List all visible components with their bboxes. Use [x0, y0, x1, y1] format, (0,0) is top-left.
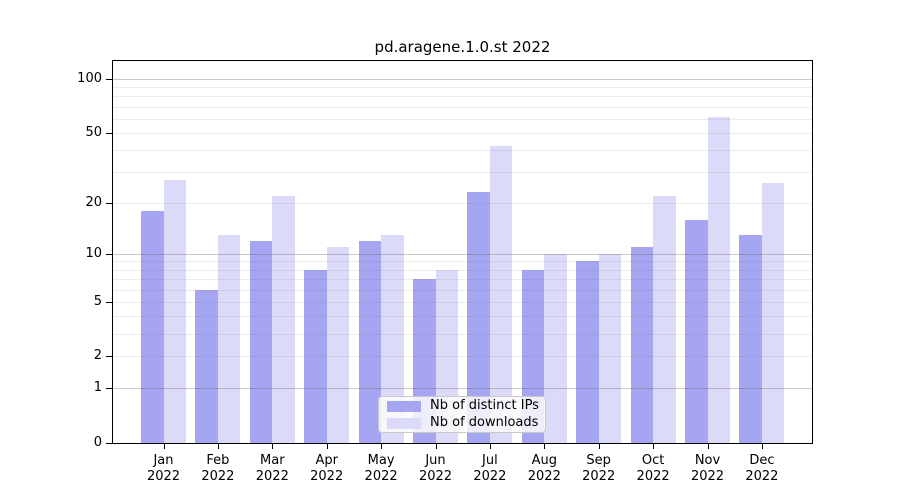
x-tick-label: Nov 2022: [690, 453, 725, 484]
gridline-major: [113, 388, 812, 390]
bar-downloads: [381, 234, 404, 443]
legend: Nb of distinct IPs Nb of downloads: [378, 396, 546, 433]
legend-item-downloads: Nb of downloads: [387, 415, 539, 430]
gridline-minor: [113, 301, 812, 303]
y-tick-label: 1: [93, 380, 102, 396]
chart-title: pd.aragene.1.0.st 2022: [374, 38, 551, 56]
x-tick-mark: [217, 443, 219, 449]
plot-border: [112, 60, 813, 444]
x-tick-label: Dec 2022: [745, 453, 779, 484]
bar-distinct-ips: [467, 192, 490, 443]
gridline-minor: [113, 261, 812, 263]
bar-distinct-ips: [141, 210, 164, 443]
y-tick-label: 2: [93, 348, 102, 364]
gridline-minor: [113, 269, 812, 271]
bar-distinct-ips: [576, 261, 599, 443]
x-tick-mark: [707, 443, 709, 449]
gridline-major: [113, 79, 812, 80]
bar-distinct-ips: [685, 219, 708, 443]
x-tick-label: May 2022: [364, 453, 398, 484]
x-tick-label: Aug 2022: [527, 453, 561, 484]
gridline-minor: [113, 289, 812, 291]
gridline-minor: [113, 87, 812, 89]
gridline-minor: [113, 356, 812, 358]
legend-label-distinct-ips: Nb of distinct IPs: [430, 398, 539, 413]
gridline-minor: [113, 172, 812, 174]
bar-downloads: [489, 146, 513, 443]
y-tick-mark: [106, 301, 113, 303]
bar-downloads: [326, 247, 350, 443]
x-tick-mark: [272, 443, 274, 449]
gridline-minor: [113, 202, 812, 204]
y-tick-mark: [106, 356, 113, 358]
x-tick-label: Jun 2022: [418, 453, 453, 484]
legend-swatch-distinct-ips: [387, 400, 421, 412]
bar-downloads: [272, 195, 295, 443]
y-tick-mark: [106, 132, 113, 134]
y-tick-label: 10: [85, 245, 102, 261]
y-tick-mark: [106, 79, 113, 80]
bar-downloads: [217, 234, 241, 443]
bar-downloads: [544, 253, 567, 443]
gridline-minor: [113, 333, 812, 335]
x-tick-mark: [435, 443, 437, 449]
gridline-minor: [113, 96, 812, 98]
legend-label-downloads: Nb of downloads: [430, 415, 539, 430]
x-tick-label: Jan 2022: [146, 453, 181, 484]
bar-downloads: [707, 117, 730, 443]
x-tick-label: Sep 2022: [582, 453, 616, 484]
gridline-minor: [113, 316, 812, 318]
gridline-major: [113, 253, 812, 255]
x-tick-mark: [381, 443, 383, 449]
x-tick-mark: [163, 443, 165, 449]
y-tick-label: 5: [93, 293, 102, 309]
x-tick-mark: [489, 443, 491, 449]
x-tick-label: Oct 2022: [636, 453, 670, 484]
bar-distinct-ips: [304, 269, 327, 443]
legend-item-distinct-ips: Nb of distinct IPs: [387, 398, 539, 413]
y-tick-label: 100: [77, 71, 102, 86]
x-tick-label: Feb 2022: [201, 453, 235, 484]
y-tick-label: 50: [85, 124, 102, 140]
y-tick-mark: [106, 443, 113, 444]
gridline-minor: [113, 132, 812, 134]
gridline-minor: [113, 118, 812, 120]
x-tick-mark: [653, 443, 655, 449]
bar-downloads: [653, 195, 676, 443]
x-tick-mark: [761, 443, 763, 449]
x-tick-mark: [544, 443, 546, 449]
gridline-minor: [113, 278, 812, 280]
y-tick-label: 20: [85, 194, 102, 210]
bar-distinct-ips: [249, 240, 273, 443]
gridline-minor: [113, 106, 812, 108]
bar-downloads: [163, 180, 186, 443]
bar-distinct-ips: [739, 234, 762, 443]
y-tick-mark: [106, 253, 113, 255]
bar-distinct-ips: [195, 289, 218, 443]
bar-distinct-ips: [358, 240, 382, 443]
y-tick-label: 0: [93, 435, 102, 450]
x-tick-mark: [598, 443, 600, 449]
x-tick-label: Mar 2022: [255, 453, 289, 484]
legend-swatch-downloads: [387, 417, 421, 429]
y-tick-mark: [106, 202, 113, 204]
x-tick-mark: [326, 443, 328, 449]
x-tick-label: Apr 2022: [310, 453, 344, 484]
bar-downloads: [761, 183, 785, 443]
y-tick-mark: [106, 388, 113, 390]
x-tick-label: Jul 2022: [473, 453, 507, 484]
bar-distinct-ips: [630, 247, 654, 443]
bar-downloads: [598, 253, 622, 443]
gridline-minor: [113, 150, 812, 152]
